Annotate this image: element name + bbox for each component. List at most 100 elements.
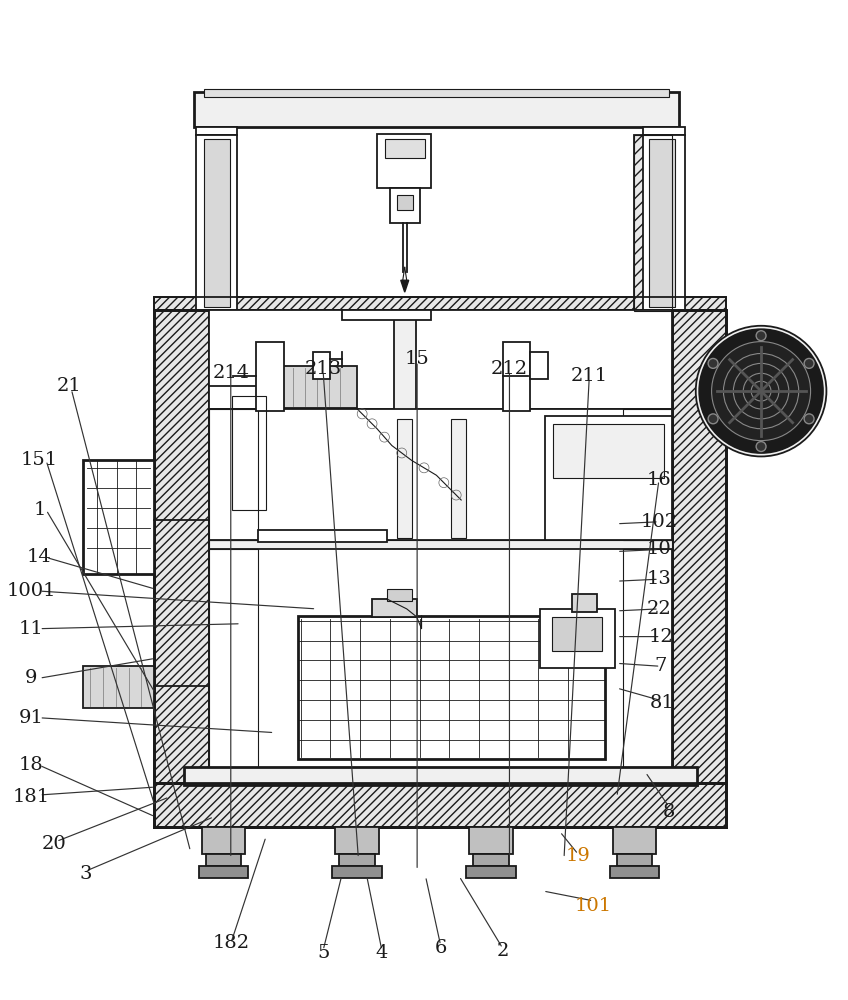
Text: 181: 181: [13, 788, 49, 806]
Bar: [209, 409, 672, 540]
Polygon shape: [401, 280, 409, 292]
Text: 18: 18: [19, 756, 43, 774]
Bar: [298, 616, 605, 759]
Bar: [387, 589, 411, 601]
Text: 182: 182: [212, 934, 249, 952]
Text: 19: 19: [566, 847, 591, 865]
Text: 91: 91: [19, 709, 43, 727]
Text: 11: 11: [19, 620, 43, 638]
Circle shape: [708, 414, 718, 424]
Bar: [393, 310, 416, 439]
Bar: [313, 352, 331, 379]
Bar: [540, 609, 615, 668]
Bar: [196, 135, 237, 311]
Bar: [650, 139, 675, 307]
Circle shape: [711, 342, 811, 441]
Bar: [473, 854, 509, 866]
Bar: [194, 92, 679, 127]
Text: 15: 15: [404, 350, 429, 368]
Bar: [83, 666, 154, 708]
Bar: [397, 419, 411, 538]
Circle shape: [804, 414, 814, 424]
Bar: [259, 530, 387, 542]
Bar: [209, 409, 259, 540]
Bar: [672, 310, 727, 783]
Text: 213: 213: [304, 360, 342, 378]
Bar: [154, 310, 209, 783]
Bar: [204, 139, 230, 307]
Bar: [238, 554, 327, 596]
Circle shape: [708, 358, 718, 368]
Circle shape: [756, 331, 766, 341]
Text: 16: 16: [646, 471, 672, 489]
Bar: [503, 342, 531, 411]
Bar: [273, 366, 357, 408]
Text: 212: 212: [491, 360, 528, 378]
Bar: [209, 409, 259, 540]
Circle shape: [751, 381, 771, 401]
Text: 6: 6: [434, 939, 447, 957]
Bar: [552, 617, 602, 651]
Bar: [209, 549, 672, 783]
Text: 102: 102: [640, 513, 678, 531]
Bar: [644, 127, 685, 135]
Circle shape: [743, 373, 779, 409]
Bar: [397, 195, 413, 210]
Bar: [451, 419, 466, 538]
Circle shape: [734, 363, 789, 419]
Text: 21: 21: [57, 377, 81, 395]
Text: 1001: 1001: [6, 582, 56, 600]
Bar: [196, 127, 237, 135]
Bar: [154, 783, 727, 827]
Bar: [256, 342, 284, 411]
Bar: [154, 297, 727, 310]
Bar: [343, 310, 432, 320]
Text: 22: 22: [646, 600, 672, 618]
Bar: [612, 827, 656, 854]
Text: 2: 2: [497, 942, 509, 960]
Bar: [206, 854, 242, 866]
Bar: [616, 854, 652, 866]
Bar: [184, 767, 697, 785]
Bar: [553, 424, 664, 478]
Bar: [622, 409, 672, 540]
Bar: [198, 866, 248, 878]
Text: 14: 14: [27, 548, 52, 566]
Text: 4: 4: [376, 944, 388, 962]
Bar: [572, 594, 597, 612]
Bar: [622, 549, 672, 783]
Bar: [209, 549, 259, 783]
Circle shape: [700, 330, 823, 452]
Bar: [332, 866, 382, 878]
Bar: [469, 827, 513, 854]
Bar: [209, 549, 259, 783]
Text: 20: 20: [42, 835, 67, 853]
Bar: [545, 416, 672, 540]
Ellipse shape: [695, 326, 827, 456]
Bar: [154, 297, 727, 310]
Text: 10: 10: [646, 540, 672, 558]
Text: 101: 101: [575, 897, 612, 915]
Bar: [634, 135, 672, 311]
Bar: [622, 549, 672, 783]
Bar: [634, 135, 672, 311]
Text: 7: 7: [655, 657, 667, 675]
Bar: [531, 352, 549, 379]
Bar: [622, 409, 672, 540]
Text: 81: 81: [650, 694, 675, 712]
Bar: [610, 866, 659, 878]
Bar: [672, 310, 727, 783]
Bar: [385, 139, 425, 158]
Text: 13: 13: [646, 570, 672, 588]
Bar: [372, 599, 416, 617]
Bar: [232, 396, 266, 510]
Bar: [232, 396, 266, 510]
Circle shape: [723, 354, 799, 429]
Text: 151: 151: [21, 451, 58, 469]
Bar: [466, 866, 516, 878]
Bar: [83, 460, 154, 574]
Circle shape: [804, 358, 814, 368]
Bar: [209, 540, 672, 549]
Bar: [209, 310, 672, 409]
Text: 1: 1: [33, 501, 46, 519]
